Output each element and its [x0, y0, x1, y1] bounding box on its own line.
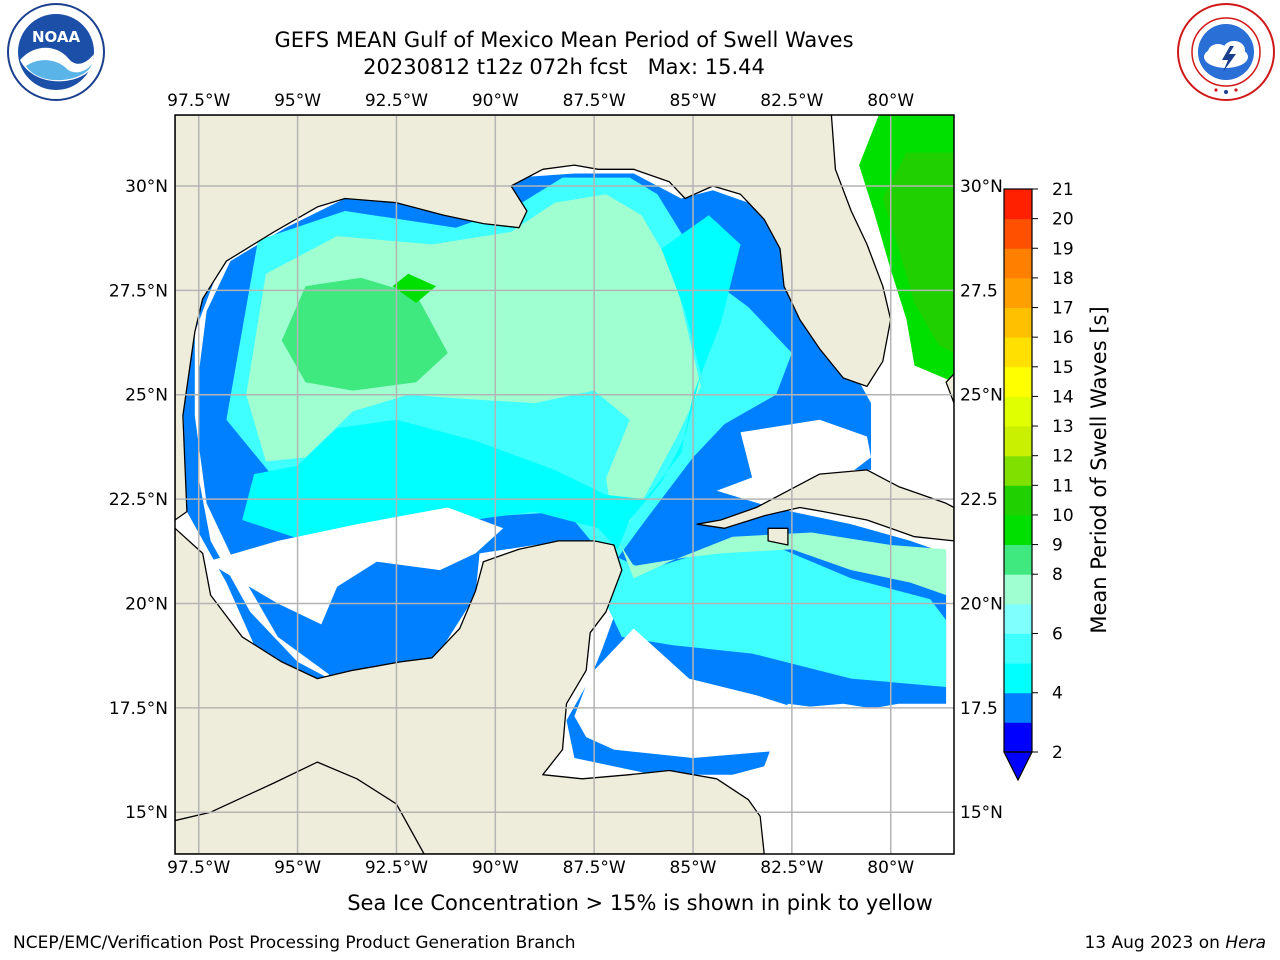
y-tick-label-left: 17.5°N — [109, 699, 168, 719]
date-text: 13 Aug 2023 on — [1084, 933, 1226, 953]
y-tick-label-right: 22.5 — [960, 490, 998, 510]
colorbar-label: Mean Period of Swell Waves [s] — [1087, 306, 1111, 633]
colorbar-segment — [1004, 574, 1032, 605]
date-line: 13 Aug 2023 on Hera — [1084, 932, 1266, 954]
colorbar-segment — [1004, 514, 1032, 545]
colorbar-segment — [1004, 633, 1032, 664]
swell-period-region-5 — [242, 215, 741, 550]
y-tick-label-right: 20°N — [960, 594, 1003, 614]
colorbar-tick-label: 6 — [1052, 624, 1063, 644]
colorbar-tick-label: 15 — [1052, 358, 1074, 378]
x-tick-label-top: 82.5°W — [760, 91, 823, 111]
colorbar-segment — [1004, 544, 1032, 575]
x-tick-label-top: 97.5°W — [167, 91, 230, 111]
sea-ice-note: Sea Ice Concentration > 15% is shown in … — [347, 891, 933, 915]
colorbar-segment — [1004, 603, 1032, 634]
y-tick-label-left: 15°N — [125, 803, 168, 823]
colorbar-segment — [1004, 307, 1032, 338]
colorbar-tick-label: 2 — [1052, 743, 1063, 763]
swell-period-region-7 — [574, 628, 899, 758]
colorbar-segment — [1004, 455, 1032, 486]
x-tick-label-top: 92.5°W — [365, 91, 428, 111]
y-tick-label-left: 30°N — [125, 177, 168, 197]
colorbar-tick-label: 20 — [1052, 210, 1074, 230]
colorbar-tick-label: 14 — [1052, 387, 1074, 407]
colorbar-frame — [1003, 188, 1033, 753]
swell-period-region-10 — [882, 152, 954, 353]
x-tick-label-bottom: 87.5°W — [563, 858, 626, 878]
swell-period-region-4 — [392, 273, 436, 303]
plot-frame — [174, 114, 955, 855]
x-tick-label-bottom: 95°W — [274, 858, 321, 878]
colorbar-tick-label: 9 — [1052, 536, 1063, 556]
chart-title: GEFS MEAN Gulf of Mexico Mean Period of … — [274, 28, 854, 52]
x-tick-label-bottom: 92.5°W — [365, 858, 428, 878]
y-tick-label-right: 30°N — [960, 177, 1003, 197]
x-tick-label-top: 85°W — [670, 91, 717, 111]
y-tick-label-left: 22.5°N — [109, 490, 168, 510]
y-tick-label-right: 27.5 — [960, 281, 998, 301]
colorbar-tick-label: 10 — [1052, 506, 1074, 526]
nws-logo-icon — [1177, 3, 1275, 101]
colorbar-tick-label: 16 — [1052, 328, 1074, 348]
axis-tick-labels: 97.5°W 97.5°W 95°W 95°W 92.5°W 92.5°W 90°W 90°W… — [109, 91, 1003, 878]
colorbar-segment — [1004, 485, 1032, 516]
colorbar-segment — [1004, 692, 1032, 723]
noaa-logo-text: NOAA — [32, 28, 81, 46]
colorbar-tick-label: 21 — [1052, 180, 1074, 200]
colorbar-tick-label: 17 — [1052, 299, 1074, 319]
y-tick-label-left: 20°N — [125, 594, 168, 614]
land-andros — [945, 373, 954, 404]
y-tick-label-right: 25°N — [960, 386, 1003, 406]
colorbar-segment — [1004, 426, 1032, 457]
x-tick-label-top: 80°W — [867, 91, 914, 111]
x-tick-label-bottom: 80°W — [867, 858, 914, 878]
colorbar-tick-label: 8 — [1052, 565, 1063, 585]
x-tick-label-bottom: 97.5°W — [167, 858, 230, 878]
colorbar-segment — [1004, 396, 1032, 427]
y-tick-label-left: 27.5°N — [109, 281, 168, 301]
graticule — [175, 115, 954, 854]
colorbar-segment — [1004, 277, 1032, 308]
chart-subtitle: 20230812 t12z 072h fcst Max: 15.44 — [363, 55, 765, 79]
colorbar-tick-label: 11 — [1052, 476, 1074, 496]
y-tick-label-left: 25°N — [125, 386, 168, 406]
y-tick-label-right: 15°N — [960, 803, 1003, 823]
colorbar-extend-triangle — [1003, 751, 1033, 782]
colorbar-segment — [1004, 189, 1032, 220]
swell-period-field — [175, 115, 954, 854]
land-north-america — [175, 115, 892, 521]
swell-period-region-8 — [740, 419, 871, 483]
colorbar-tick-label: 13 — [1052, 417, 1074, 437]
colorbar-tick-label: 4 — [1052, 684, 1063, 704]
x-tick-label-top: 90°W — [472, 91, 519, 111]
x-tick-label-bottom: 90°W — [472, 858, 519, 878]
noaa-logo-icon: NOAA — [7, 3, 105, 101]
swell-period-region-3 — [281, 277, 448, 391]
colorbar-tick-label: 19 — [1052, 239, 1074, 259]
y-tick-label-right: 17.5 — [960, 699, 998, 719]
colorbar-segment — [1004, 337, 1032, 368]
land-isla-juventud — [767, 527, 789, 546]
x-tick-label-bottom: 85°W — [670, 858, 717, 878]
colorbar-segment — [1004, 722, 1032, 753]
x-tick-label-top: 87.5°W — [563, 91, 626, 111]
colorbar-tick-label: 18 — [1052, 269, 1074, 289]
land-cuba — [696, 469, 954, 542]
colorbar-tick-label: 12 — [1052, 447, 1074, 467]
x-tick-label-top: 95°W — [274, 91, 321, 111]
credit-line: NCEP/EMC/Verification Post Processing Pr… — [13, 933, 576, 953]
colorbar-segment — [1004, 218, 1032, 249]
host-name: Hera — [1225, 933, 1266, 953]
colorbar-segment — [1004, 248, 1032, 279]
land-mexico-central-america — [175, 527, 765, 854]
swell-period-region-6 — [206, 507, 504, 625]
colorbar-segment — [1004, 663, 1032, 694]
x-tick-label-bottom: 82.5°W — [760, 858, 823, 878]
land-masses — [175, 115, 954, 854]
colorbar-segment — [1004, 366, 1032, 397]
